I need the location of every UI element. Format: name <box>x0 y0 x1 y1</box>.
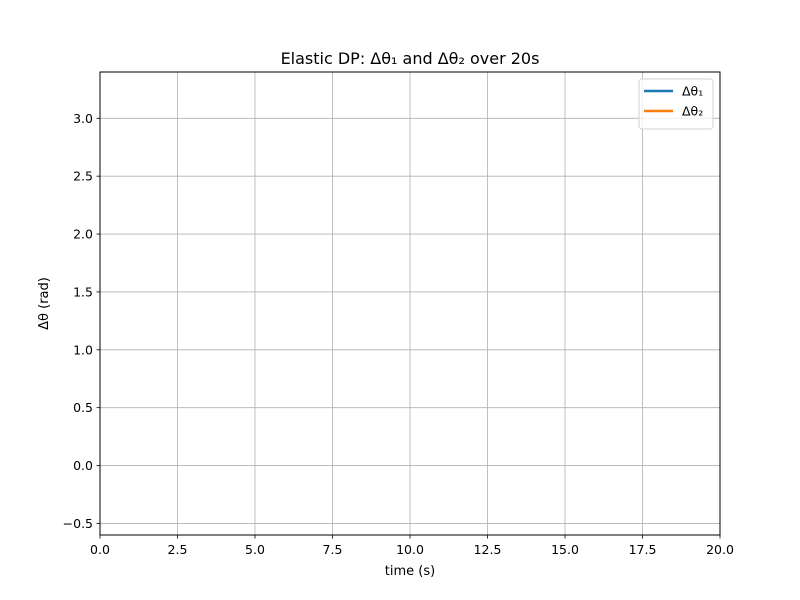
x-tick-label: 12.5 <box>474 542 502 557</box>
y-axis-label: Δθ (rad) <box>37 277 52 330</box>
y-tick-label: 1.5 <box>73 284 93 299</box>
x-tick-label: 5.0 <box>245 542 265 557</box>
x-tick-label: 2.5 <box>168 542 188 557</box>
legend-label-1: Δθ₁ <box>682 84 703 99</box>
y-axis: −0.5 0.0 0.5 1.0 1.5 2.0 2.5 3.0 <box>63 111 100 531</box>
y-tick-label: 0.5 <box>73 400 93 415</box>
legend: Δθ₁ Δθ₂ <box>638 78 714 130</box>
x-tick-label: 15.0 <box>551 542 579 557</box>
x-tick-label: 0.0 <box>90 542 110 557</box>
x-axis-label: time (s) <box>385 564 435 579</box>
x-tick-label: 17.5 <box>629 542 657 557</box>
y-tick-label: −0.5 <box>63 516 93 531</box>
x-tick-label: 7.5 <box>323 542 343 557</box>
x-tick-label: 20.0 <box>706 542 734 557</box>
y-tick-label: 0.0 <box>73 458 93 473</box>
y-tick-label: 3.0 <box>73 111 93 126</box>
y-tick-label: 1.0 <box>73 342 93 357</box>
legend-label-2: Δθ₂ <box>682 104 703 119</box>
chart-title: Elastic DP: Δθ₁ and Δθ₂ over 20s <box>281 49 540 68</box>
y-tick-label: 2.0 <box>73 227 93 242</box>
x-tick-label: 10.0 <box>396 542 424 557</box>
y-tick-label: 2.5 <box>73 169 93 184</box>
x-axis: 0.0 2.5 5.0 7.5 10.0 12.5 15.0 17.5 20.0 <box>90 535 734 557</box>
